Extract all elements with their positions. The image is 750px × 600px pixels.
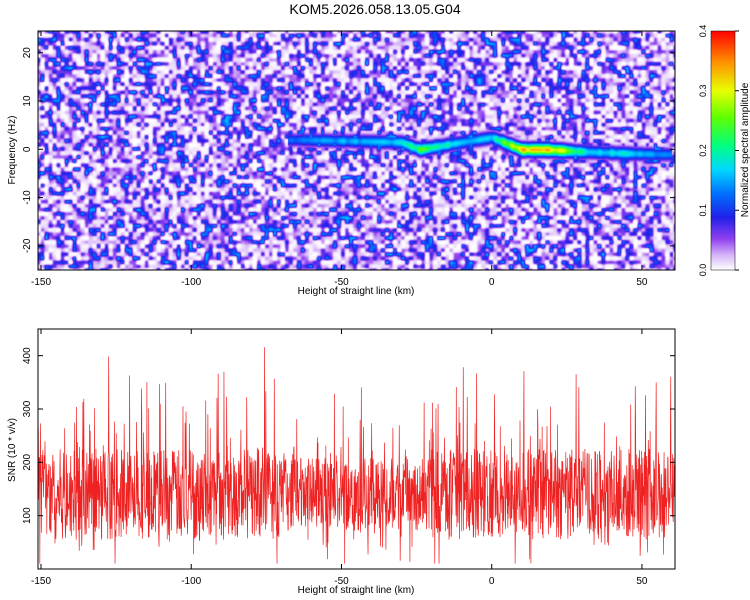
x-tick-label: -50 <box>334 576 349 587</box>
colorbar-tick-label: 0.2 <box>698 144 708 157</box>
colorbar-tick-label: 0.3 <box>698 84 708 97</box>
chart-title: KOM5.2026.058.13.05.G04 <box>289 1 461 17</box>
x-tick-label: -150 <box>31 576 51 587</box>
colorbar <box>710 30 736 271</box>
y-tick-label: 10 <box>22 95 33 107</box>
y-tick-label: 20 <box>22 47 33 59</box>
y-tick-label: 0 <box>22 146 33 152</box>
y-tick-label: 300 <box>22 400 33 417</box>
x-tick-label: -50 <box>334 277 349 288</box>
snr-series-line <box>38 347 675 564</box>
x-tick-label: -150 <box>31 277 51 288</box>
bottom-y-axis-label: SNR (10 * v/v) <box>7 418 18 482</box>
x-tick-label: -100 <box>181 277 201 288</box>
snr-chart: -150 -100 -50 0 50 100 200 300 400 Height of st… <box>7 328 676 596</box>
colorbar-tick-label: 0.4 <box>698 25 708 38</box>
bottom-x-axis-label: Height of straight line (km) <box>298 585 415 596</box>
x-tick-label: 0 <box>489 576 495 587</box>
y-tick-label: -20 <box>22 238 33 253</box>
plot-frame-top <box>37 30 676 271</box>
top-y-axis-label: Frequency (Hz) <box>7 116 18 185</box>
x-tick-label: 50 <box>636 576 648 587</box>
colorbar-label: Normalized spectral amplitude <box>740 82 750 217</box>
y-tick-label: 100 <box>22 507 33 524</box>
y-tick-label: 400 <box>22 347 33 364</box>
x-tick-label: -100 <box>181 576 201 587</box>
y-tick-label: 200 <box>22 454 33 471</box>
x-tick-label: 50 <box>636 277 648 288</box>
top-x-axis-label: Height of straight line (km) <box>298 286 415 297</box>
colorbar-tick-label: 0.0 <box>698 264 708 277</box>
y-tick-label: -10 <box>22 190 33 205</box>
colorbar-tick-label: 0.1 <box>698 204 708 217</box>
x-tick-label: 0 <box>489 277 495 288</box>
plot-frame-bottom <box>37 328 676 570</box>
heatmap-canvas <box>38 31 675 270</box>
